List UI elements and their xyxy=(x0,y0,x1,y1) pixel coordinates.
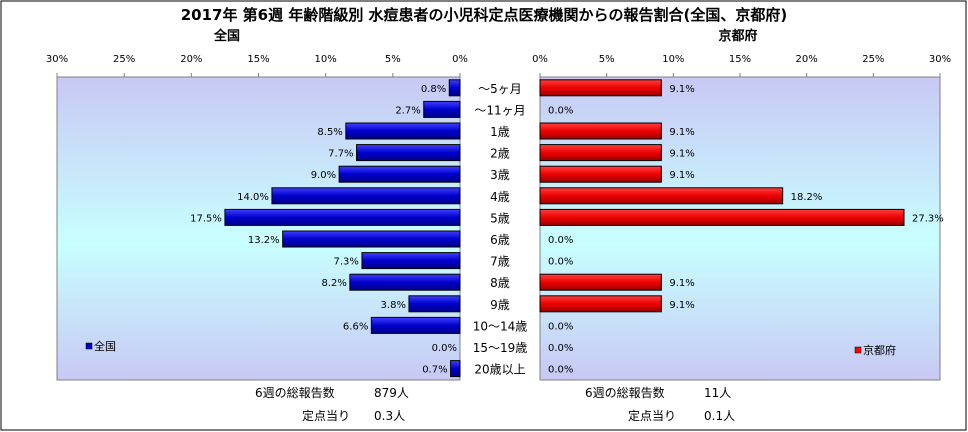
left-total-value: 879人 xyxy=(374,386,409,400)
left-legend-label: 全国 xyxy=(94,339,116,353)
left-bar xyxy=(338,165,461,183)
right-x-tick-label: 10% xyxy=(662,54,684,65)
right-legend-swatch xyxy=(854,346,862,354)
category-label: 3歳 xyxy=(490,168,510,182)
left-bar xyxy=(370,316,461,334)
left-bar xyxy=(349,273,461,291)
right-per-label: 定点当り xyxy=(628,408,676,423)
right-bar-value-label: 0.0% xyxy=(548,343,573,354)
left-panel-title: 全国 xyxy=(213,28,240,44)
right-total-label: 6週の総報告数 xyxy=(585,385,665,400)
chart-title: 2017年 第6週 年齢階級別 水痘患者の小児科定点医療機関からの報告割合(全国… xyxy=(181,6,788,24)
left-x-tick-label: 20% xyxy=(180,54,202,65)
left-x-tick-label: 30% xyxy=(46,54,68,65)
right-bar xyxy=(539,165,662,183)
right-bar xyxy=(539,208,905,226)
right-legend-label: 京都府 xyxy=(863,343,896,357)
left-bar xyxy=(356,144,461,162)
left-bar xyxy=(345,122,461,140)
category-label: 15～19歳 xyxy=(473,341,528,355)
left-bar-value-label: 7.7% xyxy=(328,149,353,160)
left-bar xyxy=(448,79,461,97)
right-x-tick-label: 0% xyxy=(532,54,548,65)
category-label: 2歳 xyxy=(490,147,510,161)
right-per-value: 0.1人 xyxy=(704,409,735,423)
left-bar xyxy=(224,208,461,226)
left-bar-value-label: 3.8% xyxy=(381,300,406,311)
right-bar-value-label: 0.0% xyxy=(548,365,573,376)
category-label: ～5ヶ月 xyxy=(478,82,522,96)
right-panel-title: 京都府 xyxy=(718,28,757,44)
right-bar-value-label: 9.1% xyxy=(669,170,694,181)
chart-marks: 30% 30% 25% 25% 20% 20% 15% 15% 10% 10% 5% 5% 0% 0% ～5… xyxy=(46,54,951,378)
right-bar-value-label: 9.1% xyxy=(669,300,694,311)
right-bar-value-label: 0.0% xyxy=(548,321,573,332)
left-bar-value-label: 7.3% xyxy=(334,257,359,268)
left-bar-value-label: 17.5% xyxy=(190,213,222,224)
left-bar-value-label: 0.8% xyxy=(421,84,446,95)
right-bar xyxy=(539,79,662,97)
left-bar-value-label: 0.0% xyxy=(432,343,457,354)
category-label: 1歳 xyxy=(490,125,510,139)
right-x-tick-label: 30% xyxy=(929,54,951,65)
right-bar-value-label: 27.3% xyxy=(912,213,944,224)
category-label: 6歳 xyxy=(490,233,510,247)
left-bar xyxy=(450,360,461,378)
category-label: ～11ヶ月 xyxy=(474,103,525,117)
left-x-tick-label: 0% xyxy=(452,54,468,65)
left-bar-value-label: 6.6% xyxy=(343,321,368,332)
right-total-value: 11人 xyxy=(704,386,731,400)
right-bar xyxy=(539,273,662,291)
category-label: 7歳 xyxy=(490,255,510,269)
left-x-tick-label: 5% xyxy=(385,54,401,65)
left-x-tick-label: 15% xyxy=(247,54,269,65)
left-bar xyxy=(361,252,461,270)
category-label: 10～14歳 xyxy=(473,319,528,333)
right-bar-value-label: 9.1% xyxy=(669,278,694,289)
left-bar-value-label: 14.0% xyxy=(237,192,269,203)
right-bar-value-label: 0.0% xyxy=(548,105,573,116)
right-bar-value-label: 9.1% xyxy=(669,149,694,160)
right-bar xyxy=(539,295,662,313)
left-bar xyxy=(282,230,461,248)
left-bar-value-label: 8.2% xyxy=(321,278,346,289)
right-bar-value-label: 0.0% xyxy=(548,235,573,246)
category-label: 8歳 xyxy=(490,276,510,290)
left-x-tick-label: 10% xyxy=(315,54,337,65)
right-bar-value-label: 9.1% xyxy=(669,84,694,95)
left-bar xyxy=(408,295,461,313)
left-total-label: 6週の総報告数 xyxy=(255,385,335,400)
right-bar xyxy=(539,122,662,140)
left-x-tick-label: 25% xyxy=(113,54,135,65)
category-label: 5歳 xyxy=(490,211,510,225)
left-bar xyxy=(271,187,461,205)
left-bar-value-label: 13.2% xyxy=(248,235,280,246)
right-bar-value-label: 18.2% xyxy=(791,192,823,203)
right-bar-value-label: 0.0% xyxy=(548,257,573,268)
right-plot-area xyxy=(539,76,941,381)
left-per-label: 定点当り xyxy=(302,408,350,423)
right-bar-value-label: 9.1% xyxy=(669,127,694,138)
left-legend-swatch xyxy=(85,342,93,350)
right-bar xyxy=(539,144,662,162)
left-bar-value-label: 2.7% xyxy=(395,105,420,116)
category-label: 20歳以上 xyxy=(474,363,525,377)
right-x-tick-label: 5% xyxy=(599,54,615,65)
category-label: 4歳 xyxy=(490,190,510,204)
right-x-tick-label: 25% xyxy=(862,54,884,65)
left-bar xyxy=(423,100,461,118)
right-bar xyxy=(539,187,784,205)
right-x-tick-label: 20% xyxy=(796,54,818,65)
left-bar-value-label: 9.0% xyxy=(311,170,336,181)
left-bar-value-label: 8.5% xyxy=(317,127,342,138)
right-x-tick-label: 15% xyxy=(729,54,751,65)
left-per-value: 0.3人 xyxy=(374,409,405,423)
category-label: 9歳 xyxy=(490,298,510,312)
left-bar-value-label: 0.7% xyxy=(422,365,447,376)
left-plot-area xyxy=(56,76,461,381)
